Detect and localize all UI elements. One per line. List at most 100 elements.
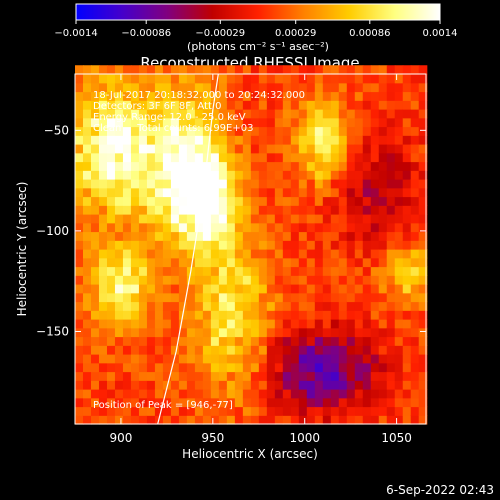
heatmap-cell [362, 144, 372, 154]
heatmap-cell [130, 205, 140, 215]
heatmap-cell [75, 152, 84, 163]
heatmap-cell [186, 389, 196, 399]
heatmap-cell [386, 214, 396, 224]
heatmap-cell [322, 65, 332, 75]
heatmap-cell [410, 371, 420, 381]
heatmap-cell [378, 380, 388, 390]
heatmap-cell [98, 415, 108, 425]
heatmap-cell [330, 362, 340, 373]
heatmap-cell [250, 275, 260, 285]
heatmap-cell [186, 327, 196, 338]
heatmap-cell [386, 65, 396, 75]
heatmap-cell [402, 214, 412, 224]
heatmap-cell [186, 336, 196, 346]
heatmap-cell [362, 319, 372, 329]
heatmap-cell [194, 179, 204, 189]
heatmap-cell [354, 170, 364, 180]
heatmap-cell [354, 74, 364, 84]
heatmap-cell [330, 109, 340, 119]
heatmap-cell [410, 74, 420, 84]
heatmap-cell [370, 196, 380, 206]
heatmap-cell [282, 161, 292, 171]
heatmap-cell [354, 231, 364, 241]
heatmap-cell [178, 371, 188, 381]
heatmap-cell [138, 187, 148, 198]
heatmap-cell [338, 205, 348, 215]
heatmap-cell [394, 82, 404, 93]
heatmap-cell [386, 266, 396, 276]
heatmap-cell [338, 91, 348, 101]
heatmap-cell [258, 109, 268, 119]
heatmap-cell [210, 205, 220, 215]
heatmap-cell [162, 397, 172, 408]
heatmap-cell [378, 354, 388, 364]
heatmap-cell [394, 327, 404, 338]
heatmap-cell [146, 91, 156, 101]
heatmap-cell [250, 389, 260, 399]
heatmap-cell [234, 301, 244, 311]
heatmap-cell [354, 389, 364, 399]
heatmap-cell [338, 82, 348, 93]
heatmap-cell [75, 187, 84, 198]
heatmap-cell [370, 415, 380, 425]
y-tick-label: −150 [36, 324, 69, 338]
colorbar-tick-label: 0.00086 [349, 28, 390, 39]
heatmap-cell [186, 415, 196, 425]
heatmap-cell [138, 266, 148, 276]
heatmap-cell [338, 240, 348, 250]
heatmap-cell [194, 327, 204, 338]
heatmap-cell [338, 354, 348, 364]
heatmap-cell [354, 187, 364, 198]
heatmap-cell [178, 109, 188, 119]
heatmap-cell [186, 249, 196, 259]
heatmap-cell [330, 345, 340, 355]
heatmap-cell [354, 257, 364, 268]
heatmap-cell [75, 380, 84, 390]
heatmap-cell [122, 406, 132, 416]
heatmap-cell [282, 257, 292, 268]
heatmap-cell [362, 187, 372, 198]
heatmap-cell [210, 275, 220, 285]
heatmap-cell [354, 222, 364, 233]
heatmap-cell [354, 161, 364, 171]
heatmap-cell [138, 380, 148, 390]
heatmap-cell [242, 74, 252, 84]
heatmap-cell [250, 214, 260, 224]
heatmap-cell [218, 144, 228, 154]
heatmap-cell [98, 196, 108, 206]
heatmap-cell [178, 415, 188, 425]
heatmap-cell [402, 144, 412, 154]
heatmap-cell [138, 257, 148, 268]
heatmap-cell [242, 179, 252, 189]
heatmap-cell [338, 319, 348, 329]
heatmap-cell [258, 292, 268, 303]
heatmap-cell [346, 406, 356, 416]
heatmap-cell [250, 362, 260, 373]
heatmap-cell [330, 91, 340, 101]
heatmap-cell [138, 205, 148, 215]
heatmap-cell [114, 205, 124, 215]
heatmap-cell [162, 126, 172, 136]
heatmap-cell [130, 117, 140, 128]
heatmap-cell [82, 231, 92, 241]
heatmap-cell [386, 161, 396, 171]
heatmap-cell [154, 179, 164, 189]
heatmap-cell [418, 152, 428, 163]
heatmap-cell [82, 354, 92, 364]
heatmap-cell [186, 310, 196, 320]
heatmap-cell [306, 371, 316, 381]
heatmap-cell [122, 82, 132, 93]
heatmap-cell [354, 100, 364, 110]
heatmap-cell [218, 152, 228, 163]
heatmap-cell [170, 109, 180, 119]
heatmap-cell [178, 170, 188, 180]
heatmap-cell [266, 345, 276, 355]
heatmap-cell [394, 179, 404, 189]
heatmap-cell [258, 179, 268, 189]
heatmap-cell [170, 310, 180, 320]
heatmap-cell [282, 310, 292, 320]
heatmap-cell [202, 135, 212, 145]
heatmap-cell [306, 144, 316, 154]
heatmap-cell [314, 257, 324, 268]
heatmap-cell [306, 301, 316, 311]
